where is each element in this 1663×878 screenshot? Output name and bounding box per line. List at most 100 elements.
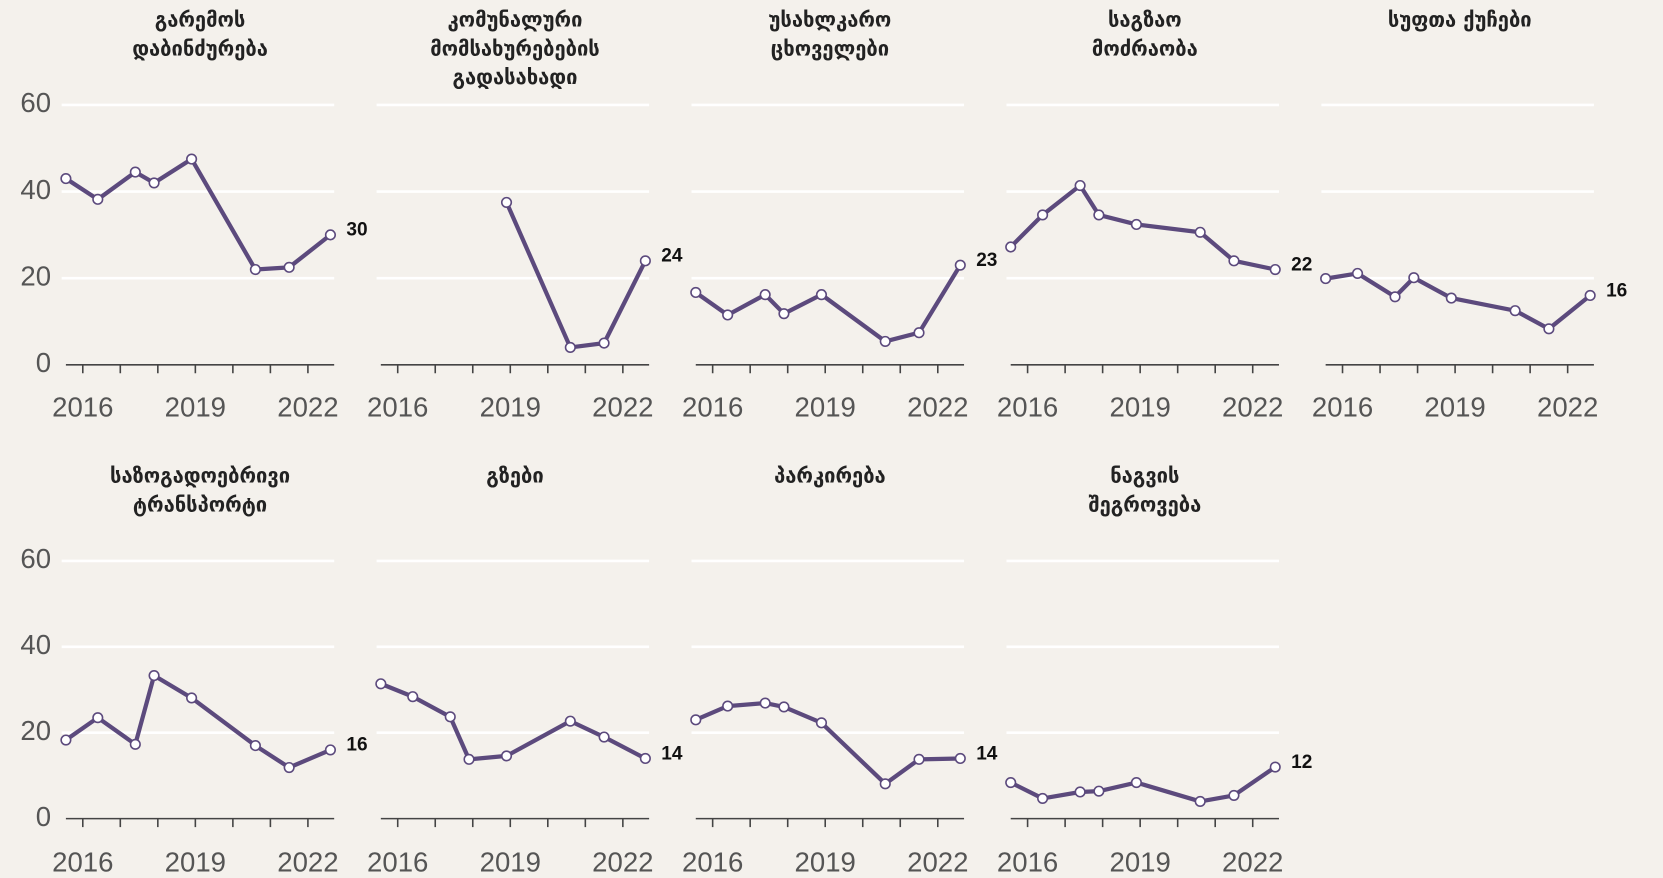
panel-title: უსახლკარო xyxy=(768,8,891,32)
point xyxy=(759,289,771,301)
end-label: 12 xyxy=(1291,752,1312,773)
series-line xyxy=(64,673,332,770)
y-tick-label: 40 xyxy=(20,174,51,205)
end-label: 14 xyxy=(661,743,683,764)
point xyxy=(879,335,891,347)
panel-title: გადასახადი xyxy=(453,65,578,89)
point xyxy=(722,700,734,712)
y-tick-label: 40 xyxy=(20,629,51,660)
x-tick-label: 2022 xyxy=(592,846,653,877)
point xyxy=(129,738,141,750)
series-line xyxy=(694,700,961,786)
y-tick-label: 0 xyxy=(36,801,51,832)
x-tick-label: 2016 xyxy=(367,846,428,877)
point xyxy=(913,327,925,339)
point xyxy=(249,740,261,752)
point xyxy=(1509,305,1521,317)
point xyxy=(913,753,925,765)
panel-title: სუფთა ქუჩები xyxy=(1388,8,1532,32)
x-tick-label: 2016 xyxy=(52,392,113,423)
point xyxy=(129,166,141,178)
panel-title: დაბინძურება xyxy=(132,36,268,60)
point xyxy=(1228,255,1240,267)
point xyxy=(598,731,610,743)
point xyxy=(778,308,790,320)
x-tick-label: 2022 xyxy=(1537,392,1598,423)
x-tick-label: 2016 xyxy=(682,392,743,423)
x-tick-label: 2022 xyxy=(907,392,968,423)
point xyxy=(815,717,828,729)
point xyxy=(1269,263,1281,276)
point xyxy=(1445,292,1457,304)
x-tick-label: 2022 xyxy=(277,392,338,423)
x-tick-label: 2016 xyxy=(997,846,1058,877)
y-tick-label: 20 xyxy=(20,260,51,291)
point xyxy=(1228,789,1240,801)
point xyxy=(324,744,336,756)
x-tick-label: 2019 xyxy=(1109,392,1170,423)
x-tick-label: 2019 xyxy=(795,392,856,423)
point xyxy=(1005,241,1017,253)
panel-title: საზოგადოებრივი xyxy=(110,464,290,488)
point xyxy=(92,712,104,724)
x-tick-label: 2019 xyxy=(165,846,226,877)
x-tick-label: 2019 xyxy=(480,846,541,877)
y-tick-label: 0 xyxy=(36,347,51,378)
panel-title: მომსახურებების xyxy=(430,36,600,60)
panel-title: ტრანსპორტი xyxy=(133,492,267,516)
point xyxy=(722,309,734,321)
point xyxy=(1074,786,1086,798)
x-tick-label: 2016 xyxy=(52,846,113,877)
end-label: 24 xyxy=(661,246,683,267)
point xyxy=(375,678,387,690)
panel-title: პარკირება xyxy=(774,464,886,488)
point xyxy=(639,752,651,765)
panel-title: გარემოს xyxy=(155,8,246,32)
point xyxy=(1130,218,1142,231)
x-tick-label: 2016 xyxy=(367,392,428,423)
point xyxy=(283,761,295,774)
point xyxy=(60,734,72,746)
point xyxy=(1194,795,1206,808)
x-tick-label: 2016 xyxy=(1312,392,1373,423)
point xyxy=(954,259,966,271)
end-label: 16 xyxy=(1606,280,1627,301)
point xyxy=(778,701,790,713)
point xyxy=(564,715,576,727)
series-line xyxy=(504,201,648,350)
point xyxy=(639,255,651,267)
point xyxy=(759,697,771,709)
point xyxy=(690,714,702,726)
point xyxy=(1037,792,1049,805)
end-label: 22 xyxy=(1291,254,1312,275)
point xyxy=(1543,323,1555,335)
end-label: 16 xyxy=(346,735,367,756)
point xyxy=(444,711,456,723)
point xyxy=(1005,776,1017,789)
point xyxy=(598,337,610,349)
end-label: 14 xyxy=(976,743,998,764)
panel-title: შეგროვება xyxy=(1088,492,1201,516)
point xyxy=(815,289,828,301)
series-line xyxy=(1009,183,1276,272)
point xyxy=(148,177,160,189)
point xyxy=(186,692,198,704)
point xyxy=(92,193,104,205)
series-line xyxy=(1325,271,1592,331)
y-tick-label: 60 xyxy=(20,87,51,118)
x-tick-label: 2016 xyxy=(682,846,743,877)
panel-title: კომუნალური xyxy=(448,8,583,32)
series-line xyxy=(1009,765,1277,804)
x-tick-label: 2019 xyxy=(165,392,226,423)
x-tick-label: 2016 xyxy=(997,392,1058,423)
point xyxy=(690,286,702,299)
x-tick-label: 2022 xyxy=(1222,846,1283,877)
point xyxy=(1074,179,1086,192)
point xyxy=(1408,272,1420,284)
x-tick-label: 2022 xyxy=(1222,392,1283,423)
point xyxy=(249,263,261,276)
series-line xyxy=(64,156,332,272)
point xyxy=(564,341,576,354)
y-tick-label: 60 xyxy=(20,543,51,574)
